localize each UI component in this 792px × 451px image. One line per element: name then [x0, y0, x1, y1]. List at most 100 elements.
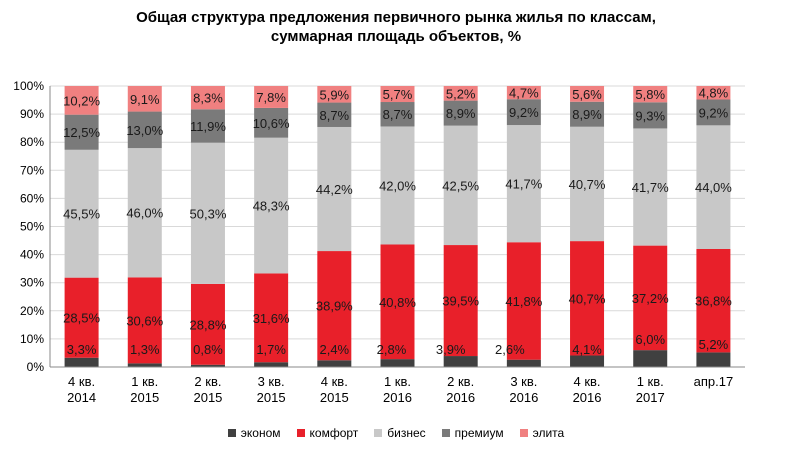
bar-segment-бизнес	[380, 126, 415, 245]
legend-item-комфорт: комфорт	[296, 426, 359, 440]
bar-segment-премиум	[127, 111, 162, 149]
bar-segment-премиум	[190, 109, 225, 143]
bar-segment-элита	[127, 86, 162, 112]
bar-segment-элита	[443, 86, 478, 101]
data-label-бизнес: 44,2%	[316, 182, 353, 197]
bar-segment-элита	[506, 86, 541, 100]
x-tick-label: 2016	[573, 390, 602, 405]
data-label-комфорт: 31,6%	[253, 311, 290, 326]
legend-label: бизнес	[387, 426, 426, 440]
bar-segment-эконом	[696, 352, 731, 367]
x-tick-label: 2017	[636, 390, 665, 405]
data-label-комфорт: 37,2%	[632, 291, 669, 306]
x-tick-label: 3 кв.	[510, 374, 537, 389]
bar-segment-эконом	[380, 359, 415, 367]
legend-label: эконом	[240, 426, 281, 440]
y-tick-label: 70%	[20, 163, 44, 177]
data-label-эконом: 5,2%	[699, 337, 729, 352]
bar-segment-эконом	[506, 359, 541, 367]
bar-segment-эконом	[317, 360, 352, 367]
data-label-эконом: 1,3%	[130, 342, 160, 357]
y-tick-label: 50%	[20, 220, 44, 234]
legend-swatch	[227, 429, 236, 437]
data-label-элита: 5,2%	[446, 86, 476, 101]
data-label-премиум: 11,9%	[190, 119, 226, 134]
bar-segment-эконом	[64, 357, 99, 367]
chart-title-line-2: суммарная площадь объектов, %	[270, 28, 522, 45]
bar-segment-элита	[380, 86, 415, 103]
data-label-эконом: 0,8%	[193, 342, 223, 357]
data-label-эконом: 3,9%	[436, 342, 466, 357]
bar-segment-премиум	[633, 102, 668, 129]
bar-segment-бизнес	[570, 126, 605, 242]
data-label-премиум: 9,3%	[635, 108, 665, 123]
legend-item-эконом: эконом	[227, 426, 281, 440]
x-tick-label: 2016	[383, 390, 412, 405]
data-label-комфорт: 36,8%	[695, 294, 732, 309]
bar-segment-комфорт	[190, 283, 225, 365]
bar-segment-эконом	[254, 362, 289, 367]
data-label-бизнес: 42,5%	[442, 178, 479, 193]
bar-segment-бизнес	[696, 125, 731, 249]
data-label-бизнес: 42,0%	[379, 178, 416, 193]
y-tick-label: 40%	[20, 248, 44, 262]
bar-segment-комфорт	[506, 242, 541, 360]
y-tick-label: 80%	[20, 135, 44, 149]
legend-label: элита	[532, 426, 565, 440]
bar-segment-премиум	[506, 99, 541, 126]
data-label-эконом: 4,1%	[572, 342, 602, 357]
data-label-элита: 4,8%	[699, 86, 729, 101]
data-label-премиум: 9,2%	[699, 105, 729, 120]
legend: эконом комфорт бизнес премиум элита	[0, 426, 792, 440]
data-label-бизнес: 45,5%	[63, 207, 100, 222]
bar-layer	[64, 86, 731, 367]
x-tick-label: 2016	[509, 390, 538, 405]
legend-swatch	[296, 429, 305, 437]
bar-segment-элита	[254, 86, 289, 108]
data-label-элита: 8,3%	[193, 91, 223, 106]
bar-segment-элита	[64, 86, 99, 115]
x-tick-label: 4 кв.	[68, 374, 95, 389]
legend-label: комфорт	[309, 426, 359, 440]
x-tick-label: 3 кв.	[258, 374, 285, 389]
bar-segment-комфорт	[380, 244, 415, 360]
x-tick-label: 2015	[320, 390, 349, 405]
axis-layer: 0%10%20%30%40%50%60%70%80%90%100%4 кв.20…	[13, 79, 745, 405]
legend-swatch	[441, 429, 450, 437]
bar-segment-эконом	[443, 356, 478, 367]
bar-segment-эконом	[127, 363, 162, 367]
bar-segment-элита	[190, 86, 225, 110]
data-label-комфорт: 40,8%	[379, 295, 416, 310]
legend-swatch	[374, 429, 383, 437]
data-label-эконом: 2,6%	[495, 342, 525, 357]
legend-swatch	[519, 429, 528, 437]
chart-title-line-1: Общая структура предложения первичного р…	[136, 9, 656, 26]
x-tick-label: 2 кв.	[194, 374, 221, 389]
bar-segment-премиум	[443, 100, 478, 126]
x-tick-label: 2 кв.	[447, 374, 474, 389]
x-tick-label: 1 кв.	[637, 374, 664, 389]
data-label-элита: 10,2%	[63, 93, 100, 108]
bar-segment-элита	[570, 86, 605, 102]
data-label-премиум: 9,2%	[509, 105, 539, 120]
x-tick-label: 1 кв.	[131, 374, 158, 389]
data-label-элита: 5,8%	[635, 87, 665, 102]
data-label-эконом: 6,0%	[635, 332, 665, 347]
y-tick-label: 100%	[13, 79, 44, 93]
bar-segment-комфорт	[127, 277, 162, 364]
bar-segment-комфорт	[317, 251, 352, 361]
x-tick-label: 2015	[130, 390, 159, 405]
bar-segment-комфорт	[64, 277, 99, 358]
data-label-премиум: 8,9%	[446, 106, 476, 121]
bar-segment-эконом	[570, 355, 605, 367]
bar-segment-комфорт	[633, 245, 668, 351]
data-label-премиум: 8,7%	[383, 107, 413, 122]
data-label-бизнес: 41,7%	[505, 177, 542, 192]
x-tick-label: 4 кв.	[574, 374, 601, 389]
y-tick-label: 30%	[20, 276, 44, 290]
bar-segment-бизнес	[317, 126, 352, 252]
data-label-бизнес: 50,3%	[190, 206, 227, 221]
x-tick-label: 2014	[67, 390, 96, 405]
data-label-премиум: 8,7%	[319, 108, 349, 123]
